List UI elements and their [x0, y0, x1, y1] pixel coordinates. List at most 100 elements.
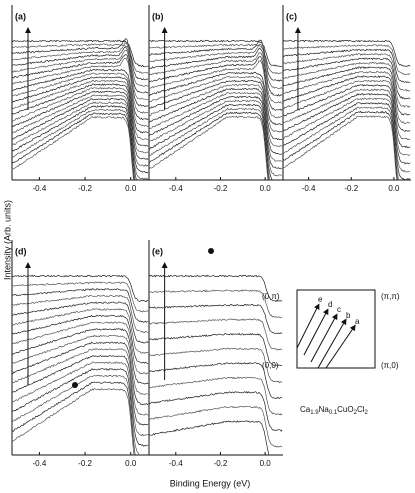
x-axis-label: Binding Energy (eV): [170, 478, 251, 488]
spectrum-curve: [149, 289, 283, 319]
x-tick-label: 0.0: [260, 184, 272, 193]
spectrum-curve: [149, 274, 283, 303]
spectrum-curve: [12, 294, 149, 334]
formula-part: Na: [319, 405, 330, 414]
spectrum-curve: [283, 79, 411, 141]
spectrum-curve: [12, 68, 149, 121]
spectrum-curve: [283, 84, 411, 149]
x-tick-label: -0.2: [78, 184, 92, 193]
spectrum-curve: [149, 103, 273, 180]
spectrum-curve: [12, 368, 149, 447]
spectrum-curve: [12, 39, 149, 68]
spectrum-curve: [12, 112, 135, 180]
formula-part: Cl: [357, 405, 365, 414]
spectrum-curve: [12, 281, 149, 313]
spectrum-curve: [149, 83, 283, 148]
x-tick-label: -0.4: [302, 184, 316, 193]
spectrum-curve: [12, 334, 149, 396]
spectrum-curve: [283, 48, 411, 84]
panel: -0.4 -0.2 0.0 (e): [148, 240, 283, 468]
formula-part: Ca: [300, 405, 311, 414]
spectra: [149, 274, 283, 455]
spectrum-curve: [12, 288, 149, 323]
x-tick-label: -0.2: [214, 459, 228, 468]
spectrum-curve: [283, 61, 411, 108]
spectra: [149, 39, 283, 180]
x-tick-label: -0.4: [169, 459, 183, 468]
spectra: [283, 39, 411, 180]
corner-label: (0,π): [262, 292, 280, 301]
spectrum-curve: [12, 38, 149, 81]
spectrum-curve: [149, 75, 283, 133]
spectrum-curve: [149, 43, 283, 89]
spectrum-curve: [12, 42, 149, 87]
spectrum-curve: [12, 314, 149, 365]
x-tick-label: 0.0: [388, 184, 400, 193]
spectrum-curve: [283, 115, 398, 180]
spectrum-curve: [149, 303, 283, 335]
spectrum-curve: [149, 376, 283, 416]
spectrum-curve: [149, 420, 270, 455]
spectrum-curve: [149, 91, 283, 162]
spectrum-curve: [12, 341, 149, 406]
panel-label: (a): [15, 11, 26, 21]
spectrum-curve: [12, 49, 149, 100]
panel-label: (b): [152, 11, 164, 21]
x-tick-label: 0.0: [125, 184, 137, 193]
spectrum-curve: [149, 347, 283, 384]
spectrum-curve: [283, 102, 411, 180]
panel: -0.4 -0.2 0.0 (b): [148, 5, 283, 193]
spectrum-curve: [12, 354, 149, 426]
cut-label: b: [346, 311, 351, 320]
spectrum-curve: [149, 405, 283, 448]
spectrum-curve: [149, 111, 270, 180]
spectrum-curve: [12, 98, 149, 174]
spectrum-curve: [12, 90, 149, 160]
spectrum-curve: [149, 107, 271, 180]
spectrum-curve: [12, 46, 149, 94]
spectrum-curve: [283, 110, 398, 180]
spectrum-curve: [149, 52, 283, 104]
spectrum-curve: [149, 79, 283, 141]
spectrum-curve: [12, 387, 135, 455]
spectrum-curve: [12, 87, 149, 154]
formula: Ca1.9Na0.1CuO2Cl2: [300, 405, 369, 415]
spectrum-curve: [149, 39, 283, 67]
spectrum-curve: [283, 70, 411, 124]
spectrum-curve: [12, 83, 149, 147]
spectrum-curve: [12, 301, 149, 344]
formula-subscript: 2: [365, 410, 369, 416]
spectrum-curve: [283, 66, 411, 116]
x-tick-label: -0.4: [33, 459, 47, 468]
spectrum-curve: [12, 105, 137, 180]
spectrum-curve: [12, 72, 149, 127]
spectrum-curve: [283, 44, 411, 76]
spectra: [12, 38, 149, 180]
spectrum-curve: [12, 101, 149, 180]
x-tick-label: -0.4: [169, 184, 183, 193]
spectrum-curve: [12, 57, 149, 114]
panel-label: (e): [152, 246, 163, 256]
spectrum-curve: [149, 60, 283, 119]
spectrum-curve: [149, 47, 283, 97]
formula-subscript: 2: [354, 410, 358, 416]
spectrum-curve: [12, 321, 149, 375]
spectrum-curve: [149, 39, 283, 82]
spectrum-curve: [283, 93, 411, 165]
spectrum-curve: [283, 57, 411, 100]
panel-label: (c): [286, 11, 297, 21]
x-tick-label: -0.2: [214, 184, 228, 193]
spectrum-curve: [12, 108, 136, 180]
cut-label: e: [318, 295, 323, 304]
spectrum-curve: [12, 94, 149, 167]
spectrum-curve: [283, 106, 400, 180]
x-tick-label: 0.0: [125, 459, 137, 468]
spectrum-curve: [12, 374, 142, 455]
spectrum-curve: [12, 54, 149, 107]
spectrum-curve: [149, 99, 283, 177]
panel: -0.4 -0.2 0.0 (a): [11, 5, 149, 193]
spectrum-curve: [149, 391, 283, 432]
x-tick-label: -0.4: [33, 184, 47, 193]
formula-subscript: 1.9: [310, 410, 319, 416]
